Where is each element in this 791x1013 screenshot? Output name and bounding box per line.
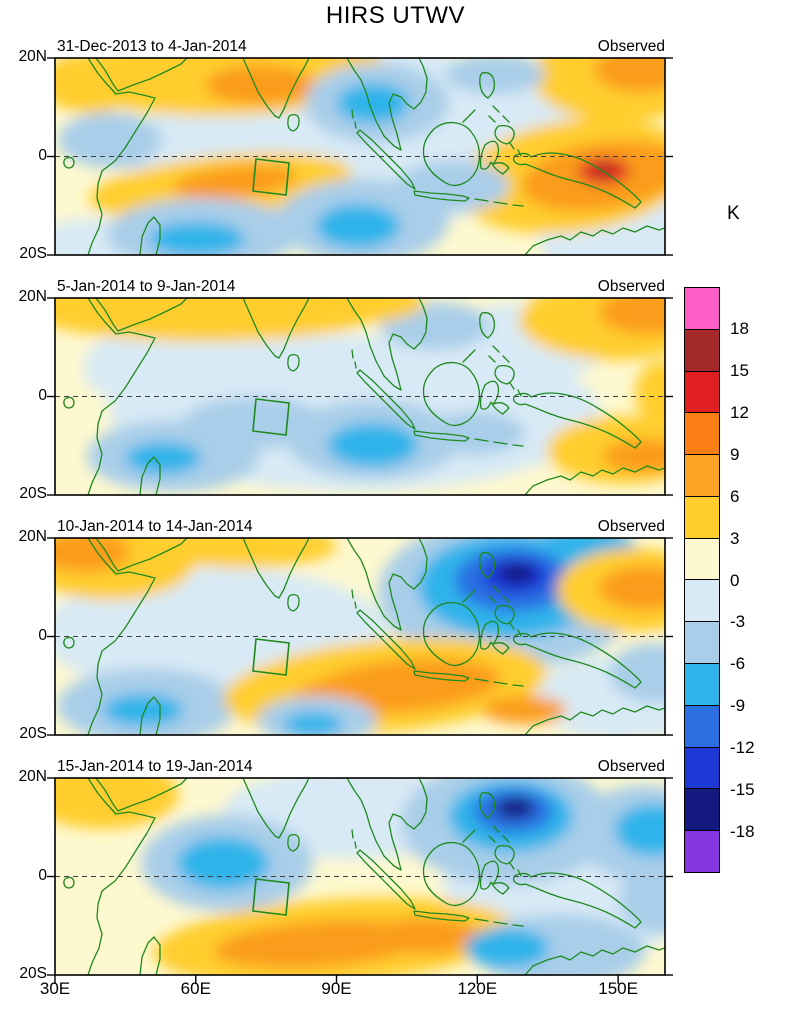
y-tick-label: 20S xyxy=(19,725,47,742)
colorbar xyxy=(684,287,720,873)
map-canvas xyxy=(47,297,673,496)
y-tick-label: 20S xyxy=(19,245,47,262)
x-tick-label: 30E xyxy=(39,979,71,998)
y-tick-label: 20N xyxy=(18,288,47,305)
colorbar-cell xyxy=(685,831,719,872)
map-area: 20N 0 20S xyxy=(19,48,673,262)
y-tick-label: 20N xyxy=(18,48,47,65)
y-tick-label: 20N xyxy=(18,528,47,545)
colorbar-cell xyxy=(685,329,719,372)
y-tick-label: 20S xyxy=(19,965,47,982)
y-tick-label: 0 xyxy=(38,867,47,884)
y-tick-label: 0 xyxy=(38,387,47,404)
colorbar-cell xyxy=(685,747,719,790)
colorbar-ticks: 18 15 12 9 6 3 0 -3 -6 -9 -12 -15 -18 xyxy=(730,287,785,873)
panel-source-label: Observed xyxy=(597,278,665,295)
panel-date-range: 5-Jan-2014 to 9-Jan-2014 xyxy=(57,278,236,295)
panel-header: 5-Jan-2014 to 9-Jan-2014 Observed xyxy=(55,276,665,298)
x-tick-label: 60E xyxy=(180,979,211,998)
colorbar-tick-label: -3 xyxy=(730,612,746,632)
map-area: 20N 0 20S xyxy=(19,288,673,502)
colorbar-cell xyxy=(685,789,719,832)
colorbar-cell xyxy=(685,496,719,539)
map-panel-1: 31-Dec-2013 to 4-Jan-2014 Observed 20N 0… xyxy=(19,36,673,262)
colorbar-unit-label: K xyxy=(727,203,740,224)
colorbar-cell xyxy=(685,622,719,665)
y-tick-label: 20N xyxy=(18,768,47,785)
y-tick-label: 20S xyxy=(19,485,47,502)
x-tick-label: 90E xyxy=(321,979,352,998)
colorbar-cell xyxy=(685,288,719,330)
map-panel-3: 10-Jan-2014 to 14-Jan-2014 Observed 20N … xyxy=(19,516,673,742)
colorbar-cell xyxy=(685,705,719,748)
panel-header: 31-Dec-2013 to 4-Jan-2014 Observed xyxy=(55,36,665,58)
colorbar-cell xyxy=(685,664,719,706)
map-panel-2: 5-Jan-2014 to 9-Jan-2014 Observed 20N 0 … xyxy=(19,276,673,502)
colorbar-tick-label: 6 xyxy=(730,486,740,506)
panel-date-range: 15-Jan-2014 to 19-Jan-2014 xyxy=(57,758,253,775)
colorbar-tick-label: -6 xyxy=(730,654,746,674)
colorbar-tick-label: -15 xyxy=(730,779,755,799)
panel-source-label: Observed xyxy=(597,758,665,775)
colorbar-cell xyxy=(685,538,719,581)
panel-header: 15-Jan-2014 to 19-Jan-2014 Observed xyxy=(55,756,665,778)
map-canvas xyxy=(47,537,673,736)
colorbar-tick-label: -9 xyxy=(730,696,746,716)
colorbar-tick-label: 15 xyxy=(730,361,749,381)
figure-title: HIRS UTWV xyxy=(325,2,466,29)
colorbar-tick-label: 0 xyxy=(730,570,740,590)
map-canvas xyxy=(47,777,673,984)
colorbar-cell xyxy=(685,371,719,414)
panel-header: 10-Jan-2014 to 14-Jan-2014 Observed xyxy=(55,516,665,538)
y-tick-label: 0 xyxy=(38,627,47,644)
colorbar-tick-label: 12 xyxy=(730,403,749,423)
panel-source-label: Observed xyxy=(597,38,665,55)
x-tick-label: 150E xyxy=(598,979,638,998)
map-panel-4: 15-Jan-2014 to 19-Jan-2014 Observed 20N … xyxy=(19,756,673,984)
x-tick-label: 120E xyxy=(457,979,498,998)
colorbar-tick-label: -18 xyxy=(730,821,755,841)
map-canvas xyxy=(47,57,673,256)
colorbar-cell xyxy=(685,413,719,456)
colorbar-cell xyxy=(685,580,719,623)
panel-date-range: 10-Jan-2014 to 14-Jan-2014 xyxy=(57,518,253,535)
colorbar-tick-label: 9 xyxy=(730,444,740,464)
panel-date-range: 31-Dec-2013 to 4-Jan-2014 xyxy=(57,38,247,55)
colorbar-tick-label: 18 xyxy=(730,319,749,339)
colorbar-tick-label: -12 xyxy=(730,737,755,757)
colorbar-cell xyxy=(685,455,719,497)
map-area: 20N 0 20S xyxy=(19,528,673,742)
map-area: 20N 0 20S xyxy=(19,768,673,984)
colorbar-tick-label: 3 xyxy=(730,528,740,548)
y-tick-label: 0 xyxy=(38,147,47,164)
panel-source-label: Observed xyxy=(597,518,665,535)
